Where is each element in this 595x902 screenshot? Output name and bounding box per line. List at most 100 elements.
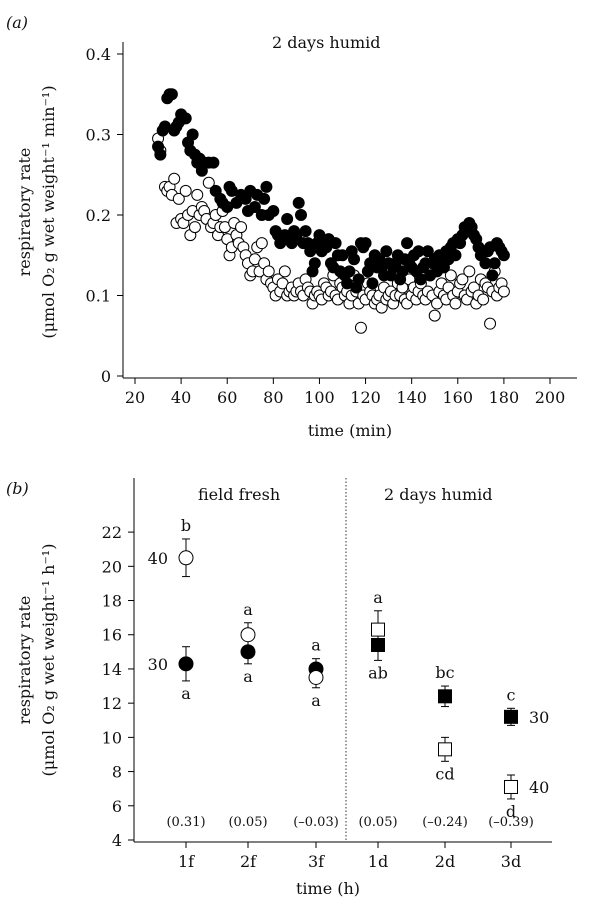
data-point-filled <box>401 237 414 250</box>
data-point-filled <box>304 245 317 258</box>
data-point-filled <box>299 225 312 238</box>
q10-label: (–0.39) <box>488 815 534 830</box>
x-tick-label: 2d <box>435 852 455 871</box>
y-tick-label: 0.2 <box>86 206 111 225</box>
y-tick-label: 0.1 <box>86 287 111 306</box>
panel-a-ylabel-line1: respiratory rate <box>15 148 34 277</box>
q10-label: (0.05) <box>358 815 397 830</box>
q10-label: (–0.24) <box>422 815 468 830</box>
x-tick-label: 2f <box>240 852 257 871</box>
x-tick-label: 1f <box>178 852 195 871</box>
data-point-open-square <box>371 622 385 637</box>
data-point-open <box>484 317 497 330</box>
x-tick-label: 80 <box>263 388 283 407</box>
y-tick-label: 0.3 <box>86 126 111 145</box>
data-point-filled <box>295 209 307 221</box>
data-point-filled-circle <box>178 656 194 672</box>
data-point-filled <box>329 237 342 250</box>
data-point-filled-square <box>438 689 452 704</box>
significance-letter: a <box>243 600 253 619</box>
y-tick-label: 0.4 <box>86 45 111 64</box>
data-point-open <box>179 184 192 197</box>
data-point-filled <box>186 128 199 141</box>
data-point-open <box>235 221 248 234</box>
x-tick-label: 180 <box>489 388 520 407</box>
data-point-filled <box>486 269 499 282</box>
data-point-filled <box>359 237 372 250</box>
y-tick-label: 18 <box>102 592 122 611</box>
y-tick-label: 10 <box>102 728 122 747</box>
y-tick-label: 12 <box>102 694 122 713</box>
panel-b-ylabel-line2: (μmol O₂ g wet weight⁻¹ h⁻¹) <box>39 544 58 777</box>
significance-letter: a <box>243 667 253 686</box>
panel-a-xlabel: time (min) <box>308 421 392 440</box>
series-name-label: 30 <box>529 708 549 727</box>
y-tick-label: 22 <box>102 523 122 542</box>
series-name-label: 30 <box>148 655 168 674</box>
x-tick-label: 3f <box>308 852 325 871</box>
panel-b-ylabel-line1: respiratory rate <box>15 596 34 725</box>
x-tick-label: 160 <box>443 388 474 407</box>
data-point-open <box>428 309 441 322</box>
data-point-filled <box>449 249 462 262</box>
x-tick-label: 40 <box>171 388 191 407</box>
data-point-filled <box>352 273 365 286</box>
data-point-filled <box>380 245 393 258</box>
x-tick-label: 20 <box>125 388 145 407</box>
data-point-filled <box>207 156 220 169</box>
q10-label: (0.05) <box>228 815 267 830</box>
data-point-open-square <box>504 779 518 794</box>
panel-a-marks <box>152 88 510 334</box>
y-tick-label: 0 <box>101 367 111 386</box>
data-point-open <box>278 265 291 278</box>
data-point-open <box>477 293 490 306</box>
x-tick-label: 1d <box>368 852 388 871</box>
q10-label: (0.31) <box>166 815 205 830</box>
y-tick-label: 4 <box>112 831 122 850</box>
series-name-label: 40 <box>529 778 549 797</box>
data-point-open <box>188 221 201 234</box>
significance-letter: b <box>181 516 191 535</box>
x-tick-label: 3d <box>501 852 521 871</box>
significance-letter: d <box>506 802 516 821</box>
panel-a-label: (a) <box>6 13 28 32</box>
data-point-filled <box>497 249 510 262</box>
significance-letter: a <box>311 691 321 710</box>
data-point-filled <box>267 204 280 217</box>
data-point-filled-square <box>504 709 518 724</box>
data-point-filled <box>343 265 356 278</box>
data-point-filled <box>179 112 192 125</box>
y-tick-label: 16 <box>102 626 122 645</box>
data-point-open <box>172 192 185 205</box>
data-point-open <box>354 321 367 334</box>
data-point-open <box>497 285 510 298</box>
q10-label: (–0.03) <box>293 815 339 830</box>
data-point-filled <box>258 192 271 205</box>
data-point-open <box>168 172 181 185</box>
data-point-open <box>262 265 275 278</box>
data-point-open-circle <box>178 550 194 566</box>
data-point-filled <box>421 245 434 258</box>
x-tick-label: 120 <box>350 388 381 407</box>
data-point-open <box>202 176 215 189</box>
panel-b-annotation-right: 2 days humid <box>384 485 493 504</box>
x-tick-label: 100 <box>304 388 335 407</box>
significance-letter: a <box>181 684 191 703</box>
series-name-label: 40 <box>148 549 168 568</box>
data-point-filled <box>165 88 178 101</box>
data-point-open <box>444 269 457 282</box>
data-point-open-square <box>438 742 452 757</box>
y-tick-label: 14 <box>102 660 122 679</box>
panel-a-ticks: 20 40 60 80 100 120 140 160 180 200 0 0.1 0.2 0.3 0.4 <box>86 45 566 407</box>
data-point-filled <box>248 200 261 213</box>
data-point-open-circle <box>308 670 324 685</box>
panel-b: (b) field fresh 2 days humid respiratory… <box>6 478 552 898</box>
data-point-open <box>449 297 462 310</box>
panel-b-annotation-left: field fresh <box>198 485 280 504</box>
data-point-open <box>456 273 469 286</box>
panel-b-ticks: 4 6 8 10 12 14 16 18 20 22 1f (0.31) 2f (0.05) 3f (–0.0… <box>102 523 534 871</box>
data-point-filled <box>260 180 273 193</box>
data-point-open <box>191 188 204 201</box>
